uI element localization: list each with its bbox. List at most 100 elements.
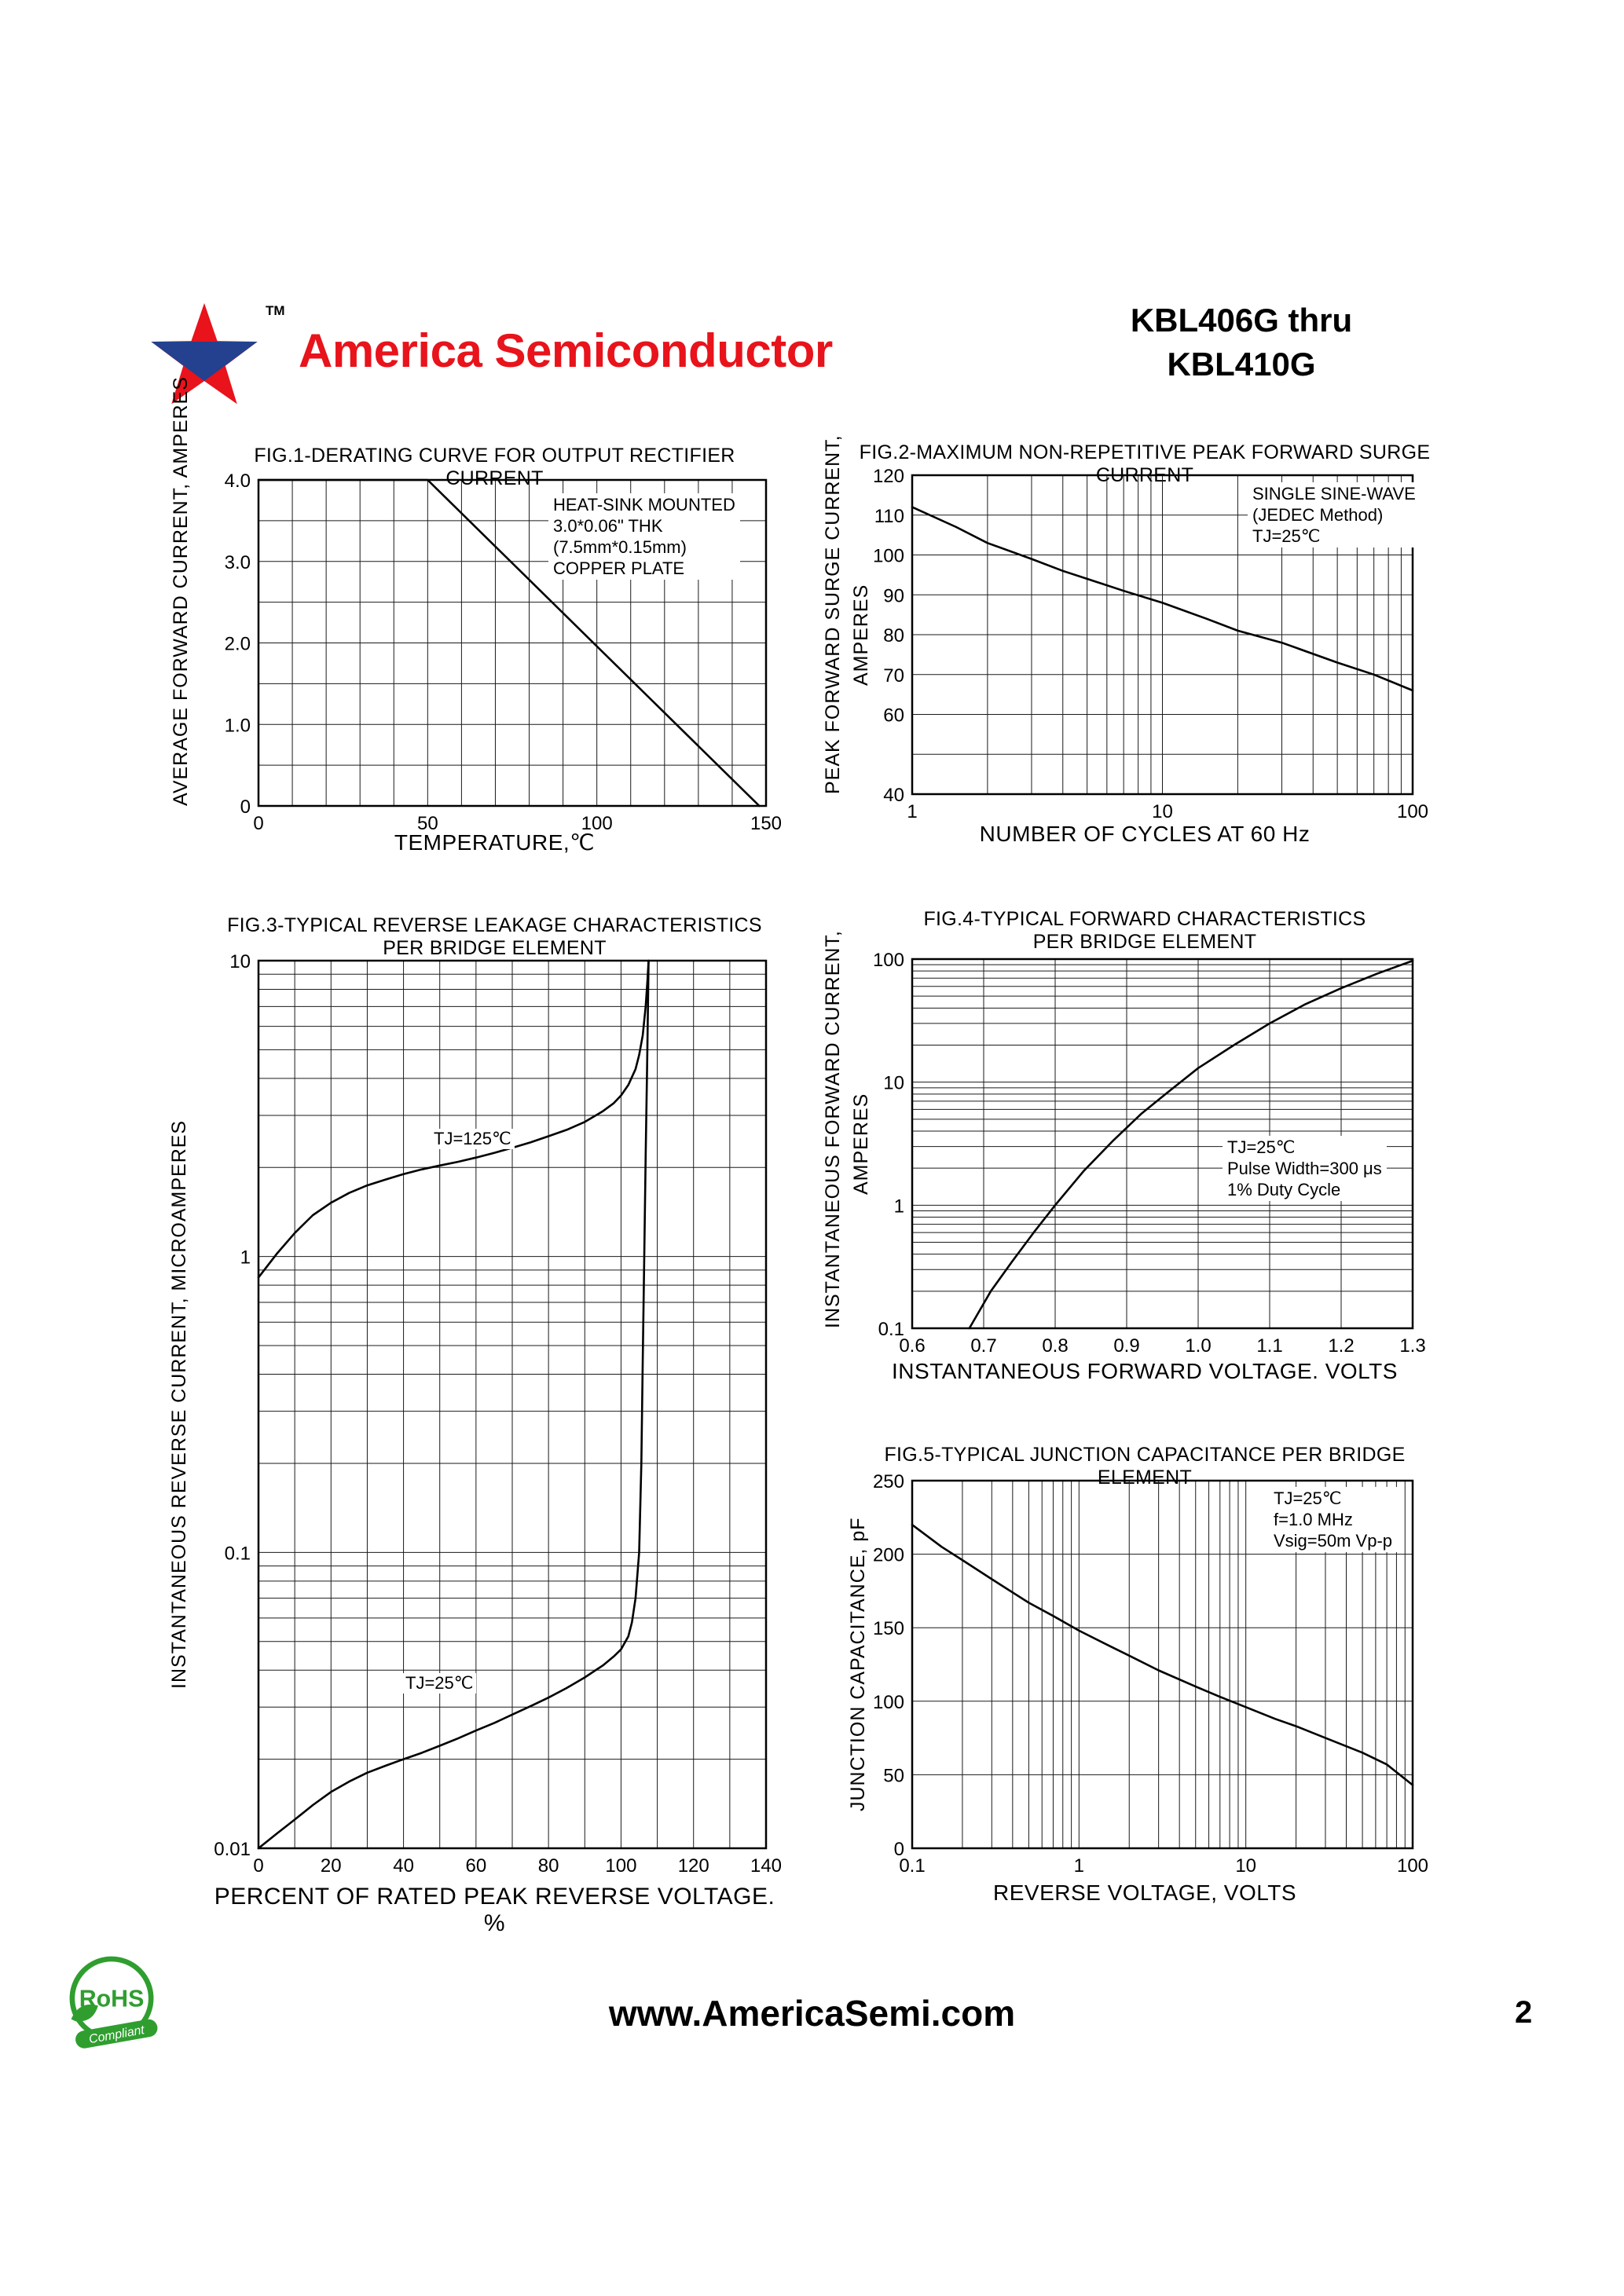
fig2-annotation-line: TJ=25℃ bbox=[1252, 526, 1321, 546]
svg-text:140: 140 bbox=[750, 1855, 782, 1877]
svg-text:1.0: 1.0 bbox=[1185, 1335, 1211, 1357]
svg-text:120: 120 bbox=[873, 467, 904, 487]
fig1-x-axis-label: TEMPERATURE,℃ bbox=[394, 830, 596, 855]
fig2-annotation-line: SINGLE SINE-WAVE bbox=[1252, 484, 1416, 504]
svg-text:40: 40 bbox=[393, 1855, 414, 1877]
part-range-line1: KBL406G thru bbox=[1130, 302, 1353, 339]
fig4-annotation: TJ=25℃ Pulse Width=300 μs 1% Duty Cycle bbox=[1223, 1136, 1387, 1201]
svg-text:0.6: 0.6 bbox=[899, 1335, 925, 1357]
fig2-x-axis-label: NUMBER OF CYCLES AT 60 Hz bbox=[979, 822, 1311, 846]
svg-text:1: 1 bbox=[894, 1196, 904, 1217]
svg-text:100: 100 bbox=[1397, 801, 1428, 822]
svg-text:1: 1 bbox=[907, 801, 917, 822]
rohs-logo: RoHS Compliant bbox=[69, 1956, 158, 2049]
fig3-y-axis-label: INSTANTANEOUS REVERSE CURRENT, MICROAMPE… bbox=[168, 1119, 190, 1690]
svg-text:0: 0 bbox=[894, 1839, 904, 1860]
fig1-annotation-line: COPPER PLATE bbox=[553, 558, 685, 578]
svg-text:0: 0 bbox=[253, 1855, 263, 1877]
svg-text:100: 100 bbox=[873, 1692, 904, 1713]
svg-text:0.1: 0.1 bbox=[225, 1543, 251, 1564]
fig5-annotation-line: Vsig=50m Vp-p bbox=[1274, 1531, 1393, 1551]
svg-text:150: 150 bbox=[750, 813, 782, 834]
rohs-leaf-icon bbox=[71, 2004, 98, 2022]
svg-text:0: 0 bbox=[240, 796, 251, 818]
fig1-annotation-line: (7.5mm*0.15mm) bbox=[553, 537, 687, 557]
part-range-line2: KBL410G bbox=[1167, 346, 1316, 383]
svg-text:0.1: 0.1 bbox=[878, 1319, 904, 1340]
fig4-annotation-line: Pulse Width=300 μs bbox=[1227, 1159, 1382, 1178]
fig4-title: FIG.4-TYPICAL FORWARD CHARACTERISTICS PE… bbox=[857, 908, 1432, 954]
fig3-title-line1: FIG.3-TYPICAL REVERSE LEAKAGE CHARACTERI… bbox=[227, 914, 762, 936]
svg-text:90: 90 bbox=[883, 585, 904, 606]
fig5-annotation: TJ=25℃ f=1.0 MHz Vsig=50m Vp-p bbox=[1269, 1487, 1398, 1552]
fig3-title-line2: PER BRIDGE ELEMENT bbox=[383, 937, 607, 959]
fig3-series-label-125c: TJ=125℃ bbox=[431, 1129, 515, 1149]
svg-text:250: 250 bbox=[873, 1473, 904, 1492]
svg-text:100: 100 bbox=[581, 813, 613, 834]
part-number-range: KBL406G thru KBL410G bbox=[1069, 298, 1414, 386]
fig3-chart: 0 20 40 60 80 100 120 140 10 1 0.1 0.01 bbox=[214, 953, 782, 1877]
fig5-chart: 0.1 1 10 100 250 200 150 100 50 0 bbox=[873, 1473, 1428, 1877]
fig2-y-axis-label-line1: PEAK FORWARD SURGE CURRENT, bbox=[822, 434, 844, 794]
fig1-y-axis-label: AVERAGE FORWARD CURRENT, AMPERES bbox=[170, 376, 192, 806]
trademark-label: TM bbox=[266, 303, 285, 318]
svg-text:10: 10 bbox=[229, 953, 251, 972]
fig1-annotation-line: HEAT-SINK MOUNTED bbox=[553, 495, 735, 514]
website-url: www.AmericaSemi.com bbox=[608, 1993, 1016, 2034]
fig3-x-axis-label: PERCENT OF RATED PEAK REVERSE VOLTAGE. % bbox=[214, 1884, 775, 1936]
svg-text:4.0: 4.0 bbox=[225, 472, 251, 492]
svg-text:0.1: 0.1 bbox=[899, 1855, 925, 1877]
fig4-annotation-line: 1% Duty Cycle bbox=[1227, 1180, 1341, 1199]
fig5-y-axis-label: JUNCTION CAPACITANCE, pF bbox=[847, 1517, 869, 1812]
fig1-annotation-line: 3.0*0.06" THK bbox=[553, 516, 663, 536]
svg-text:150: 150 bbox=[873, 1618, 904, 1639]
fig1-chart: 0 50 100 150 4.0 3.0 2.0 1.0 0 bbox=[225, 472, 782, 834]
page-number: 2 bbox=[1515, 1995, 1533, 2030]
svg-text:1.3: 1.3 bbox=[1399, 1335, 1425, 1357]
svg-text:3.0: 3.0 bbox=[225, 552, 251, 573]
fig5-annotation-line: f=1.0 MHz bbox=[1274, 1510, 1353, 1529]
fig5-annotation-line: TJ=25℃ bbox=[1274, 1489, 1342, 1508]
svg-text:0: 0 bbox=[253, 813, 263, 834]
svg-text:10: 10 bbox=[883, 1073, 904, 1094]
fig2-annotation: SINGLE SINE-WAVE (JEDEC Method) TJ=25℃ bbox=[1248, 482, 1421, 547]
svg-text:100: 100 bbox=[873, 951, 904, 971]
svg-text:20: 20 bbox=[321, 1855, 342, 1877]
svg-text:80: 80 bbox=[883, 625, 904, 646]
svg-text:200: 200 bbox=[873, 1545, 904, 1566]
star-blue-triangle bbox=[151, 342, 258, 382]
svg-text:70: 70 bbox=[883, 665, 904, 687]
svg-text:0.9: 0.9 bbox=[1113, 1335, 1139, 1357]
fig2-annotation-line: (JEDEC Method) bbox=[1252, 505, 1384, 525]
svg-text:10: 10 bbox=[1152, 801, 1173, 822]
fig1-title: FIG.1-DERATING CURVE FOR OUTPUT RECTIFIE… bbox=[254, 445, 735, 489]
svg-text:2.0: 2.0 bbox=[225, 634, 251, 655]
svg-text:50: 50 bbox=[883, 1765, 904, 1786]
fig4-y-axis-label-line1: INSTANTANEOUS FORWARD CURRENT, bbox=[822, 930, 844, 1328]
fig4-title-line2: PER BRIDGE ELEMENT bbox=[1032, 931, 1257, 953]
brand-name: America Semiconductor bbox=[299, 324, 833, 377]
svg-text:1: 1 bbox=[240, 1247, 251, 1269]
fig4-title-line1: FIG.4-TYPICAL FORWARD CHARACTERISTICS bbox=[923, 908, 1366, 930]
svg-text:1.0: 1.0 bbox=[225, 715, 251, 736]
svg-text:0.01: 0.01 bbox=[214, 1839, 251, 1860]
svg-text:100: 100 bbox=[873, 546, 904, 567]
svg-text:110: 110 bbox=[874, 506, 904, 527]
fig3-series-label-25c: TJ=25℃ bbox=[402, 1673, 477, 1694]
svg-text:100: 100 bbox=[1397, 1855, 1428, 1877]
svg-text:120: 120 bbox=[678, 1855, 709, 1877]
svg-text:80: 80 bbox=[538, 1855, 559, 1877]
svg-text:1.2: 1.2 bbox=[1328, 1335, 1354, 1357]
svg-text:50: 50 bbox=[417, 813, 438, 834]
svg-text:60: 60 bbox=[883, 705, 904, 727]
fig3-title: FIG.3-TYPICAL REVERSE LEAKAGE CHARACTERI… bbox=[203, 914, 786, 960]
star-logo-icon bbox=[151, 302, 258, 405]
svg-text:1.1: 1.1 bbox=[1256, 1335, 1282, 1357]
fig4-x-axis-label: INSTANTANEOUS FORWARD VOLTAGE. VOLTS bbox=[892, 1359, 1398, 1383]
svg-text:60: 60 bbox=[466, 1855, 487, 1877]
fig2-y-axis-label-line2: AMPERES bbox=[850, 584, 872, 686]
fig4-annotation-line: TJ=25℃ bbox=[1227, 1137, 1296, 1157]
fig2-title: FIG.2-MAXIMUM NON-REPETITIVE PEAK FORWAR… bbox=[859, 441, 1431, 486]
